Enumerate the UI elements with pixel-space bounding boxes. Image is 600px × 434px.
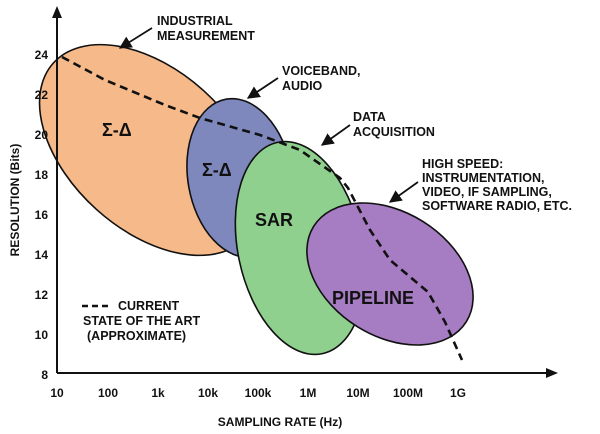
callout-arrow-data-acquisition: [320, 124, 351, 146]
y-tick-14: 14: [35, 248, 49, 262]
y-tick-8: 8: [41, 368, 48, 382]
x-tick-100k: 100k: [245, 386, 272, 400]
callout-industrial: INDUSTRIAL MEASUREMENT: [157, 14, 255, 43]
x-axis-label: SAMPLING RATE (Hz): [218, 415, 342, 429]
y-axis-arrow-icon: [52, 6, 62, 18]
callout-voiceband: VOICEBAND, AUDIO: [282, 64, 364, 93]
y-tick-16: 16: [35, 208, 49, 222]
x-tick-10M: 10M: [346, 386, 369, 400]
x-tick-1G: 1G: [450, 386, 466, 400]
region-label-sigma-delta-voiceband: Σ-Δ: [202, 160, 232, 180]
callout-high-speed: HIGH SPEED: INSTRUMENTATION, VIDEO, IF S…: [422, 157, 572, 213]
x-tick-10k: 10k: [198, 386, 218, 400]
region-label-sigma-delta-industrial: Σ-Δ: [102, 120, 132, 140]
x-axis-arrow-icon: [546, 368, 558, 378]
callout-arrow-voiceband: [246, 77, 279, 99]
y-tick-24: 24: [35, 48, 49, 62]
region-label-sar: SAR: [255, 210, 293, 230]
x-tick-10: 10: [50, 386, 64, 400]
x-tick-1k: 1k: [151, 386, 165, 400]
state-of-the-art-line: [61, 55, 464, 361]
region-label-pipeline: PIPELINE: [332, 288, 414, 308]
x-tick-100M: 100M: [393, 386, 423, 400]
x-tick-100: 100: [98, 386, 118, 400]
y-tick-12: 12: [35, 288, 49, 302]
callout-arrow-high-speed: [388, 181, 419, 203]
y-tick-10: 10: [35, 328, 49, 342]
y-tick-22: 22: [35, 88, 49, 102]
x-tick-1M: 1M: [300, 386, 317, 400]
y-tick-20: 20: [35, 128, 49, 142]
region-pipeline: [306, 202, 474, 346]
y-axis-label: RESOLUTION (Bits): [8, 144, 22, 257]
callout-data-acquisition: DATA ACQUISITION: [353, 110, 435, 139]
y-tick-18: 18: [35, 168, 49, 182]
legend: CURRENT STATE OF THE ART (APPROXIMATE): [83, 299, 204, 343]
callout-arrow-industrial: [118, 27, 153, 49]
